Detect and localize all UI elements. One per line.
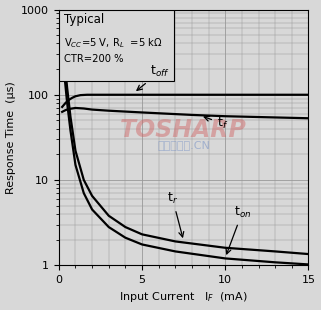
Text: V$_{CC}$=5 V, R$_L$  =5 kΩ
CTR=200 %: V$_{CC}$=5 V, R$_L$ =5 kΩ CTR=200 %	[64, 36, 162, 64]
Text: TOSHARP: TOSHARP	[120, 118, 247, 142]
Text: Typical: Typical	[64, 13, 104, 26]
Text: t$_{on}$: t$_{on}$	[226, 205, 251, 254]
Text: 阳光光耗网.CN: 阳光光耗网.CN	[157, 140, 210, 150]
Text: t$_f$: t$_f$	[204, 116, 228, 131]
Bar	[59, 10, 174, 81]
X-axis label: Input Current   I$_F$  (mA): Input Current I$_F$ (mA)	[119, 290, 248, 304]
Text: t$_{off}$: t$_{off}$	[137, 64, 170, 90]
Y-axis label: Response Time  (µs): Response Time (µs)	[5, 81, 15, 194]
Text: t$_r$: t$_r$	[167, 191, 184, 237]
